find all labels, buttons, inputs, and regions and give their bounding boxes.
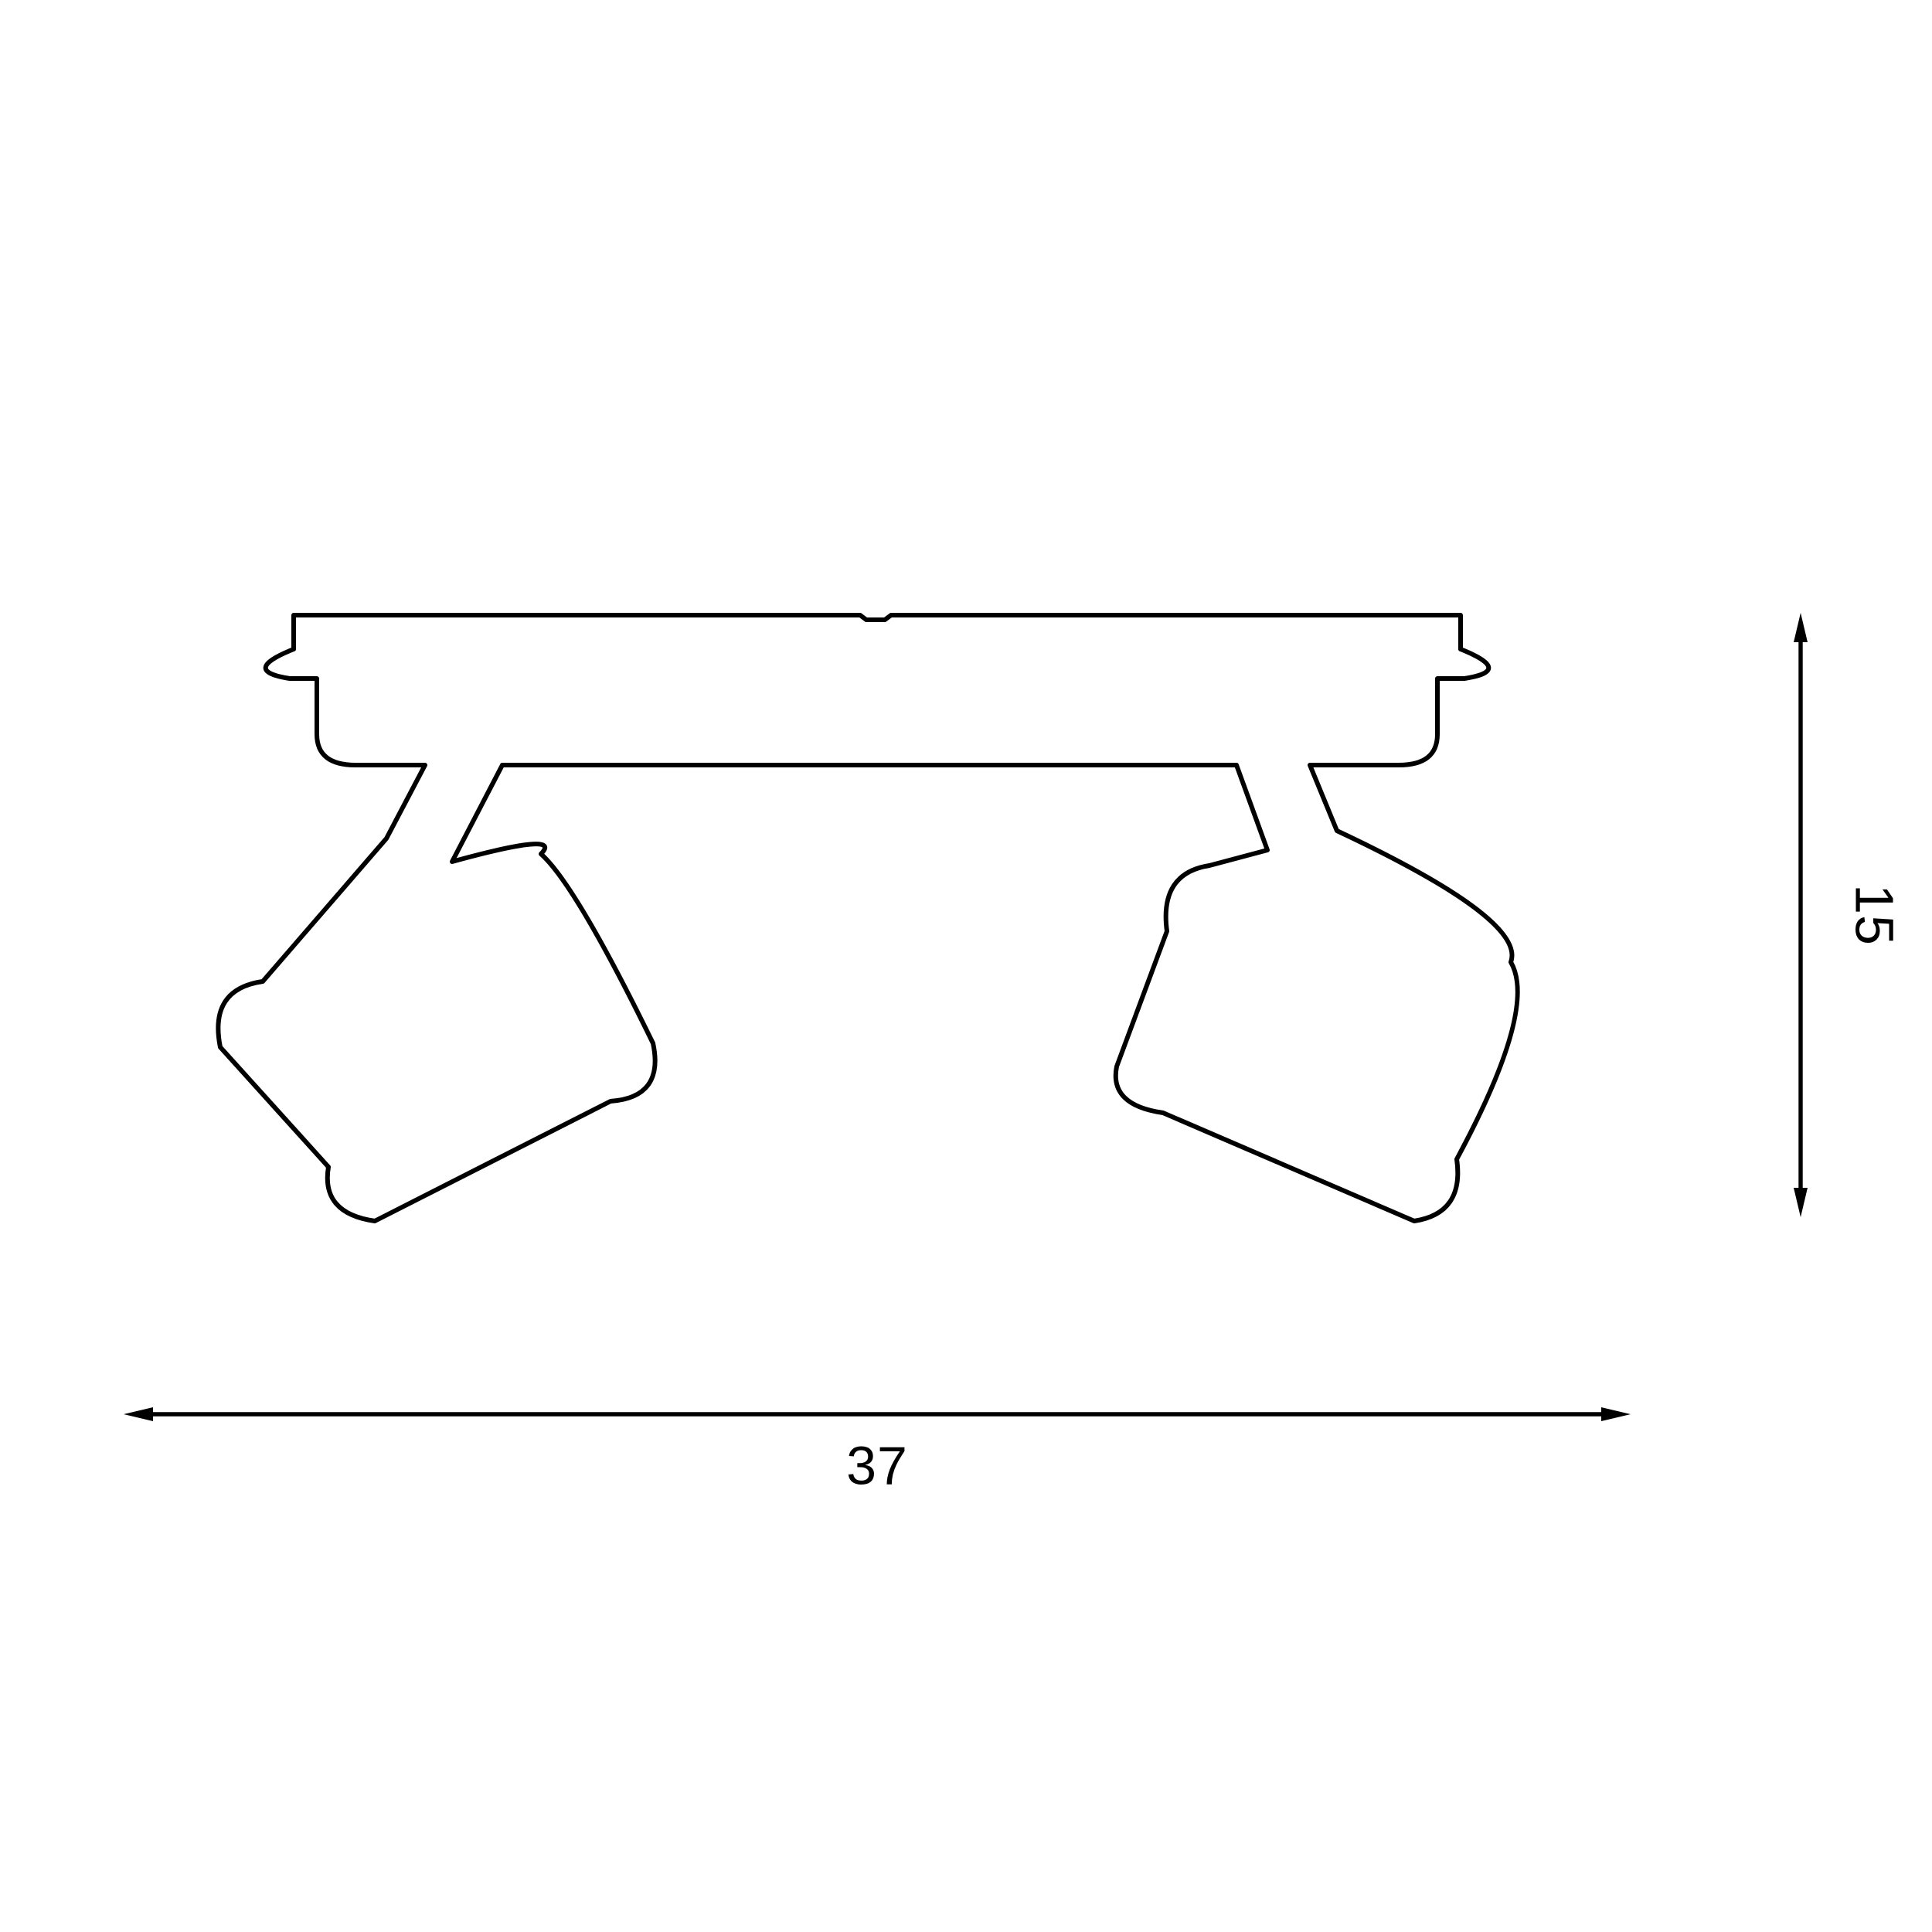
dimension-drawing: 37 15	[0, 0, 1932, 1932]
height-dimension-label: 15	[1845, 884, 1905, 946]
fixture-outline	[218, 615, 1517, 1221]
width-dimension-label: 37	[846, 1435, 908, 1495]
width-dimension-arrow	[124, 1407, 1631, 1421]
height-dimension-arrow	[1794, 613, 1808, 1217]
